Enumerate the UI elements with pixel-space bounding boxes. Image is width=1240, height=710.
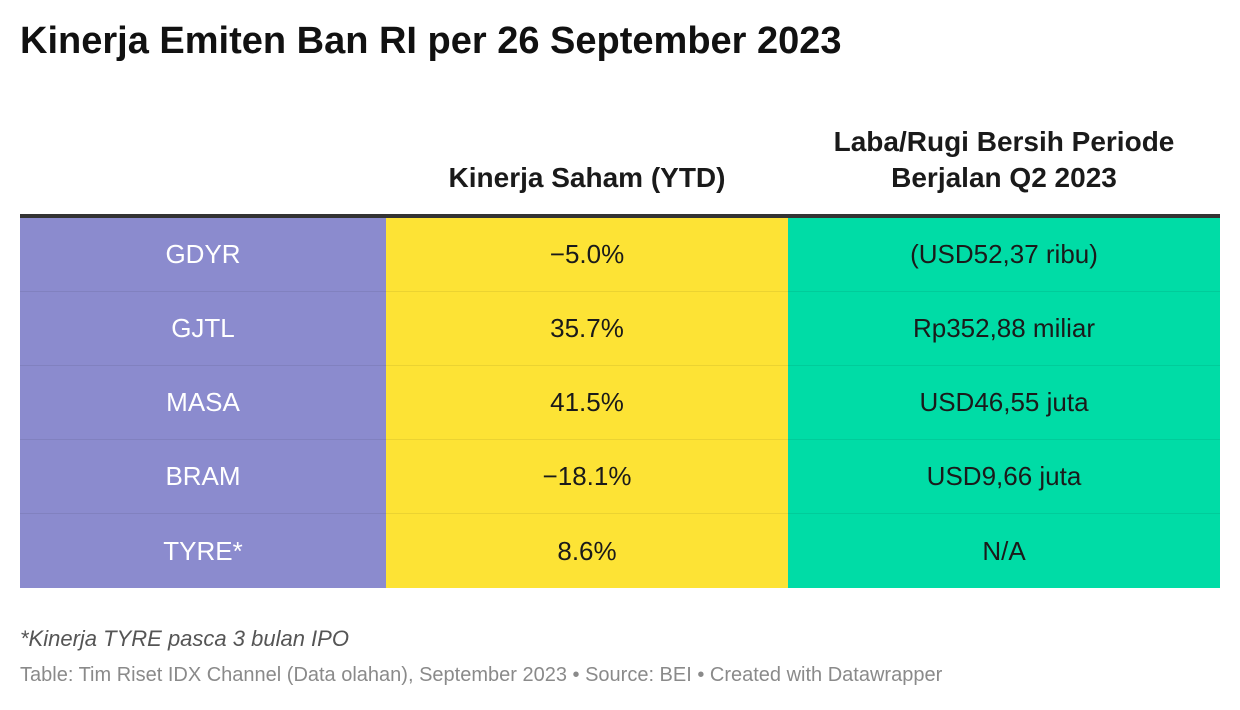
header-net-profit-line-1: Laba/Rugi Bersih Periode: [833, 126, 1175, 157]
net-profit-cell: Rp352,88 miliar: [788, 292, 1220, 366]
net-profit-cell: N/A: [788, 514, 1220, 588]
ticker-cell: BRAM: [20, 440, 386, 514]
table-row: TYRE* 8.6% N/A: [20, 514, 1220, 588]
table-row: BRAM −18.1% USD9,66 juta: [20, 440, 1220, 514]
table-row: GDYR −5.0% (USD52,37 ribu): [20, 218, 1220, 292]
table-header: Kinerja Saham (YTD) Laba/Rugi Bersih Per…: [20, 120, 1220, 218]
net-profit-cell: (USD52,37 ribu): [788, 218, 1220, 292]
source-credit: Table: Tim Riset IDX Channel (Data olaha…: [20, 664, 943, 686]
footnote: *Kinerja TYRE pasca 3 bulan IPO: [20, 626, 349, 651]
table-row: GJTL 35.7% Rp352,88 miliar: [20, 292, 1220, 366]
stock-performance-cell: −5.0%: [386, 218, 788, 292]
ticker-cell: GJTL: [20, 292, 386, 366]
chart-title: Kinerja Emiten Ban RI per 26 September 2…: [20, 20, 842, 62]
table-body: GDYR −5.0% (USD52,37 ribu) GJTL 35.7% Rp352,8…: [20, 218, 1220, 588]
data-table: Kinerja Saham (YTD) Laba/Rugi Bersih Per…: [20, 120, 1220, 588]
header-stock-performance-label: Kinerja Saham (YTD): [448, 162, 726, 193]
header-net-profit: Laba/Rugi Bersih Periode Berjalan Q2 202…: [788, 120, 1220, 214]
header-net-profit-line-2: Berjalan Q2 2023: [891, 162, 1117, 193]
net-profit-cell: USD46,55 juta: [788, 366, 1220, 440]
ticker-cell: TYRE*: [20, 514, 386, 588]
header-stock-performance: Kinerja Saham (YTD): [386, 120, 788, 214]
stock-performance-cell: −18.1%: [386, 440, 788, 514]
ticker-cell: GDYR: [20, 218, 386, 292]
table-row: MASA 41.5% USD46,55 juta: [20, 366, 1220, 440]
stock-performance-cell: 35.7%: [386, 292, 788, 366]
stock-performance-cell: 8.6%: [386, 514, 788, 588]
ticker-cell: MASA: [20, 366, 386, 440]
stock-performance-cell: 41.5%: [386, 366, 788, 440]
header-ticker: [20, 120, 386, 214]
net-profit-cell: USD9,66 juta: [788, 440, 1220, 514]
